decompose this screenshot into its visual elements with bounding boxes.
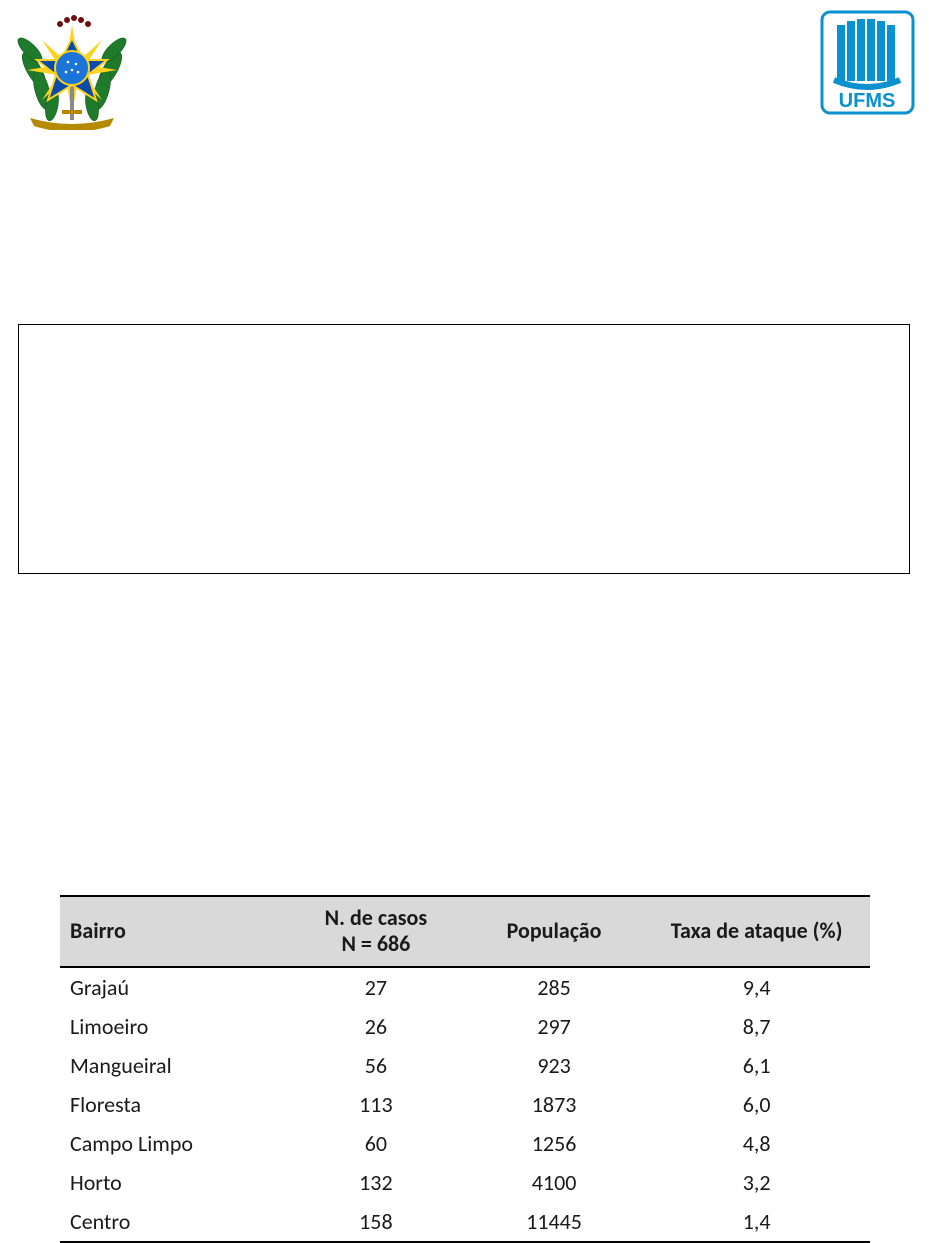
col-pop-l1: População	[507, 917, 602, 944]
table-row: Campo Limpo 60 1256 4,8	[60, 1124, 870, 1163]
ufms-logo-icon: UFMS	[820, 10, 915, 115]
content-box	[18, 324, 910, 574]
cell-casos: 158	[287, 1202, 465, 1242]
cell-bairro: Mangueiral	[60, 1046, 287, 1085]
cell-pop: 297	[465, 1007, 643, 1046]
table-row: Limoeiro 26 297 8,7	[60, 1007, 870, 1046]
cell-pop: 1256	[465, 1124, 643, 1163]
cell-taxa: 6,1	[643, 1046, 870, 1085]
cell-taxa: 8,7	[643, 1007, 870, 1046]
cell-pop: 4100	[465, 1163, 643, 1202]
table-body: Grajaú 27 285 9,4 Limoeiro 26 297 8,7 Ma…	[60, 967, 870, 1242]
cell-bairro: Centro	[60, 1202, 287, 1242]
cell-taxa: 4,8	[643, 1124, 870, 1163]
table-row: Grajaú 27 285 9,4	[60, 967, 870, 1007]
col-casos: N. de casos N = 686	[287, 896, 465, 967]
table-row: Horto 132 4100 3,2	[60, 1163, 870, 1202]
col-pop: População	[465, 896, 643, 967]
table-row: Mangueiral 56 923 6,1	[60, 1046, 870, 1085]
attack-rate-table: Bairro N. de casos N = 686 População Tax…	[60, 895, 870, 1243]
cell-pop: 11445	[465, 1202, 643, 1242]
cell-bairro: Campo Limpo	[60, 1124, 287, 1163]
page: UFMS Bairro N. de casos N = 686	[0, 0, 929, 1234]
cell-casos: 60	[287, 1124, 465, 1163]
cell-pop: 1873	[465, 1085, 643, 1124]
cell-bairro: Horto	[60, 1163, 287, 1202]
cell-bairro: Floresta	[60, 1085, 287, 1124]
cell-casos: 56	[287, 1046, 465, 1085]
table-row: Centro 158 11445 1,4	[60, 1202, 870, 1242]
cell-pop: 923	[465, 1046, 643, 1085]
cell-casos: 26	[287, 1007, 465, 1046]
cell-pop: 285	[465, 967, 643, 1007]
col-casos-l2: N = 686	[293, 931, 459, 957]
cell-taxa: 1,4	[643, 1202, 870, 1242]
cell-casos: 27	[287, 967, 465, 1007]
cell-bairro: Grajaú	[60, 967, 287, 1007]
table-header-row: Bairro N. de casos N = 686 População Tax…	[60, 896, 870, 967]
brazil-coat-of-arms-icon	[12, 10, 132, 130]
col-bairro: Bairro	[60, 896, 287, 967]
cell-casos: 132	[287, 1163, 465, 1202]
ufms-text: UFMS	[839, 90, 896, 112]
cell-casos: 113	[287, 1085, 465, 1124]
table-row: Floresta 113 1873 6,0	[60, 1085, 870, 1124]
col-casos-l1: N. de casos	[293, 905, 459, 931]
cell-taxa: 9,4	[643, 967, 870, 1007]
cell-taxa: 6,0	[643, 1085, 870, 1124]
col-taxa-l1: Taxa de ataque (%)	[671, 917, 843, 944]
col-taxa: Taxa de ataque (%)	[643, 896, 870, 967]
attack-rate-table-wrap: Bairro N. de casos N = 686 População Tax…	[60, 895, 870, 1243]
col-bairro-l1: Bairro	[70, 917, 126, 944]
cell-taxa: 3,2	[643, 1163, 870, 1202]
cell-bairro: Limoeiro	[60, 1007, 287, 1046]
